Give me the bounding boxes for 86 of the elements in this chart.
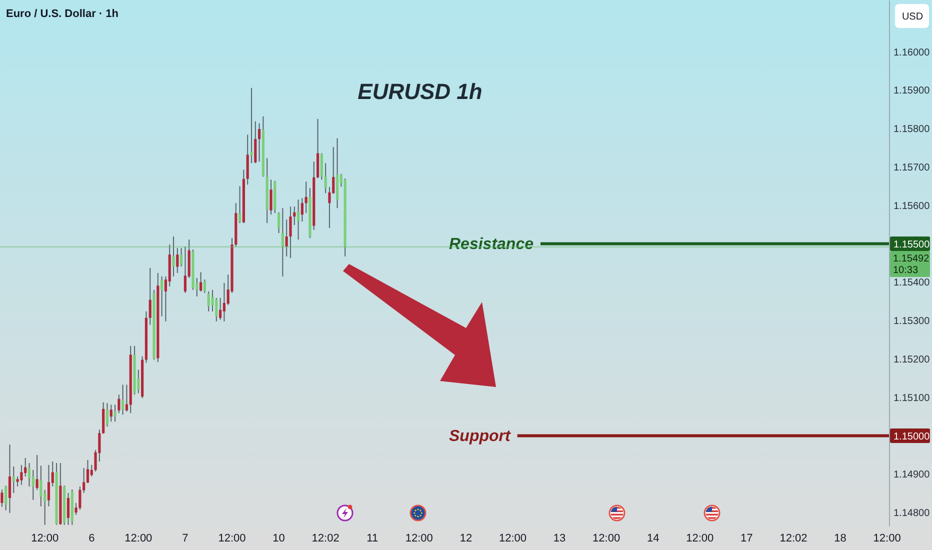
x-tick-label: 12:00	[405, 532, 433, 544]
ref-line-label: Resistance	[449, 236, 534, 253]
x-tick-label: 10	[272, 532, 285, 544]
candlestick	[125, 384, 128, 412]
candlestick	[148, 267, 152, 326]
x-tick-label: 12:00	[218, 532, 246, 544]
candlestick	[118, 394, 120, 414]
y-axis-title: USD	[902, 12, 924, 22]
candlestick	[304, 181, 308, 214]
candlestick	[12, 466, 15, 494]
x-tick-label: 12:00	[124, 532, 152, 544]
x-tick-label: 14	[646, 532, 660, 544]
candlestick	[238, 186, 242, 224]
y-tick-label: 1.16000	[894, 47, 930, 58]
x-tick-label: 12:02	[780, 532, 808, 544]
x-tick-label: 7	[182, 532, 188, 544]
text: EURUSD 1h	[358, 79, 482, 104]
candlestick	[320, 152, 323, 180]
y-tick-label: 1.15000	[894, 431, 930, 442]
candlestick	[296, 199, 300, 240]
candlestick	[36, 454, 38, 490]
candlestick	[40, 465, 42, 507]
candlestick	[222, 282, 226, 322]
y-tick-label: 1.15200	[894, 354, 930, 366]
candlestick	[270, 179, 272, 216]
candlestick	[110, 404, 112, 422]
candlestick	[180, 248, 183, 267]
candlestick	[24, 458, 27, 477]
candlestick	[293, 206, 296, 226]
candlestick	[114, 404, 116, 422]
candlestick	[300, 198, 304, 222]
candlestick	[0, 489, 4, 508]
y-tick-label: 1.15600	[894, 200, 930, 212]
candlestick	[28, 462, 31, 487]
x-tick-label: 13	[553, 532, 566, 544]
x-tick-label: 12:00	[31, 532, 59, 544]
x-tick-label: 11	[366, 532, 378, 544]
candlestick	[20, 464, 23, 486]
candlestick	[78, 486, 82, 510]
x-tick-label: 12:02	[312, 532, 340, 544]
candlestick	[16, 476, 19, 487]
y-tick-label: 1.15400	[894, 278, 930, 289]
x-tick-label: 6	[88, 532, 95, 544]
x-tick-label: 12	[460, 532, 472, 544]
candlestick	[32, 469, 34, 500]
text: 1.15492	[893, 253, 930, 264]
candlestick	[254, 120, 257, 164]
candlestick	[8, 444, 12, 514]
candlestick	[250, 87, 253, 164]
y-tick-label: 1.15300	[894, 316, 930, 328]
candlestick	[277, 212, 280, 234]
candlestick	[176, 248, 179, 274]
candlestick	[285, 219, 288, 257]
candlestick	[160, 276, 164, 317]
y-tick-label: 1.14900	[894, 470, 930, 481]
x-tick-label: 17	[740, 532, 753, 544]
candlestick	[207, 290, 210, 312]
y-tick-label: 1.15500	[894, 239, 930, 250]
candlestick	[289, 206, 292, 259]
x-tick-label: 12:00	[873, 532, 901, 544]
candlestick	[172, 236, 175, 277]
candlestick	[106, 402, 109, 428]
y-tick-label: 1.14800	[894, 508, 930, 520]
text: Euro / U.S. Dollar · 1h	[6, 8, 119, 20]
y-tick-label: 1.15700	[894, 162, 930, 174]
candlestick	[203, 279, 206, 294]
ref-line-label: Support	[449, 428, 511, 445]
candlestick	[200, 272, 202, 292]
candlestick	[281, 208, 284, 277]
x-tick-label: 12:00	[498, 532, 526, 544]
x-tick-label: 12:00	[686, 532, 714, 544]
y-tick-label: 1.15900	[894, 86, 930, 97]
candlestick	[219, 297, 222, 320]
candlestick	[4, 485, 8, 511]
y-tick-label: 1.15100	[894, 392, 930, 404]
candlestick	[215, 297, 218, 322]
candlestick	[184, 246, 187, 294]
x-tick-label: 12:00	[592, 532, 620, 544]
candlestick	[66, 492, 70, 526]
x-tick-label: 18	[834, 532, 846, 544]
candlestick	[122, 384, 124, 416]
candlestick	[258, 122, 261, 162]
y-tick-label: 1.15800	[894, 124, 930, 136]
text: 10:33	[893, 264, 918, 276]
candlestick	[47, 464, 50, 507]
candlestick	[324, 162, 327, 194]
